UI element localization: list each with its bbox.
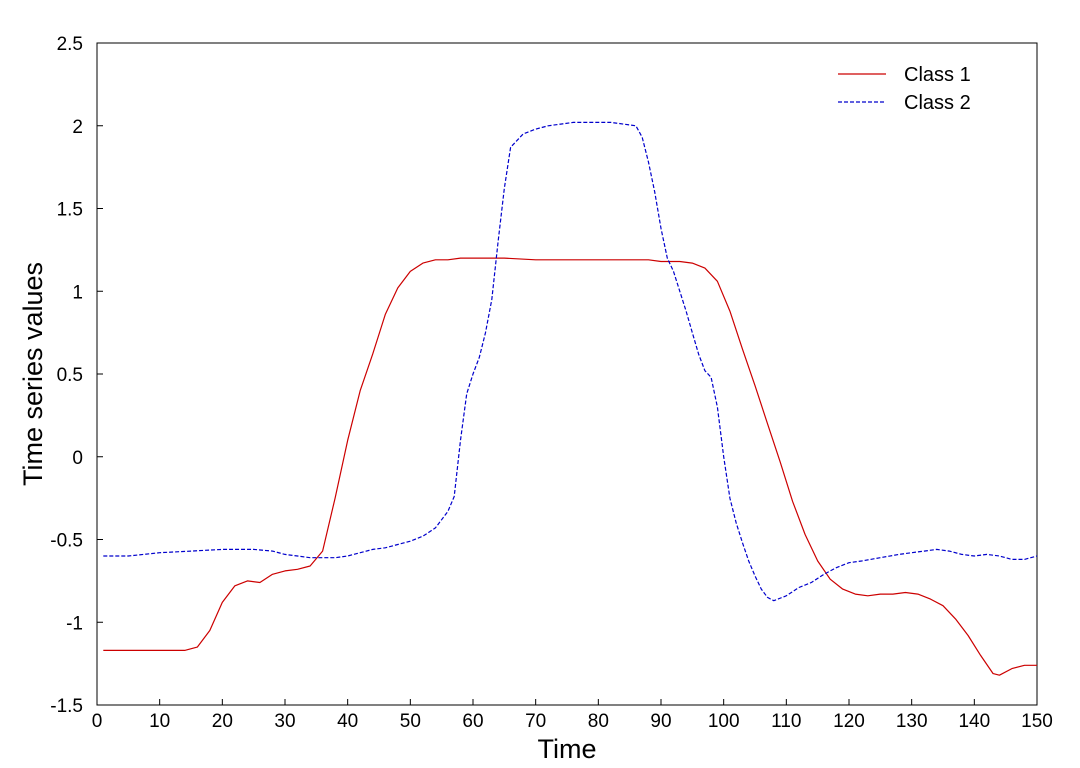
- x-tick-label: 130: [896, 711, 928, 732]
- x-tick-label: 70: [525, 711, 546, 732]
- x-tick-label: 100: [708, 711, 740, 732]
- x-tick-label: 80: [588, 711, 609, 732]
- y-tick-label: -1.5: [50, 696, 83, 717]
- y-tick-label: 2.5: [57, 34, 83, 55]
- legend-label-class-1: Class 1: [904, 64, 971, 86]
- x-tick-label: 20: [212, 711, 233, 732]
- y-axis-ticks: -1.5 -1 -0.5 0 0.5 1 1.5 2 2.5: [50, 34, 103, 717]
- x-tick-label: 120: [833, 711, 865, 732]
- x-tick-label: 50: [400, 711, 421, 732]
- x-axis-ticks: 0 10 20 30 40 50 60 70 80 90 100 110 120 130 140 150: [92, 699, 1053, 732]
- x-tick-label: 90: [650, 711, 671, 732]
- series-line-class-2: [103, 121, 1038, 602]
- x-tick-label: 0: [92, 711, 103, 732]
- series-line-class-1: [103, 257, 1037, 676]
- x-axis-title: Time: [538, 734, 597, 764]
- y-tick-label: -1: [66, 613, 83, 634]
- x-tick-label: 140: [958, 711, 990, 732]
- x-tick-label: 150: [1021, 711, 1053, 732]
- y-tick-label: 1: [72, 282, 83, 303]
- x-tick-label: 110: [771, 711, 801, 732]
- plot-area-frame: [96, 42, 1038, 706]
- y-tick-label: 2: [72, 117, 83, 138]
- x-tick-label: 40: [337, 711, 358, 732]
- y-tick-label: -0.5: [50, 531, 83, 552]
- x-tick-label: 30: [274, 711, 295, 732]
- legend-label-class-2: Class 2: [904, 92, 971, 114]
- legend: Class 1 Class 2: [838, 64, 971, 114]
- x-tick-label: 60: [462, 711, 483, 732]
- x-tick-label: 10: [149, 711, 170, 732]
- y-axis-title: Time series values: [18, 262, 48, 486]
- y-tick-label: 1.5: [57, 200, 83, 221]
- series-layer: [103, 121, 1038, 676]
- y-tick-label: 0: [72, 448, 83, 469]
- y-tick-label: 0.5: [57, 365, 83, 386]
